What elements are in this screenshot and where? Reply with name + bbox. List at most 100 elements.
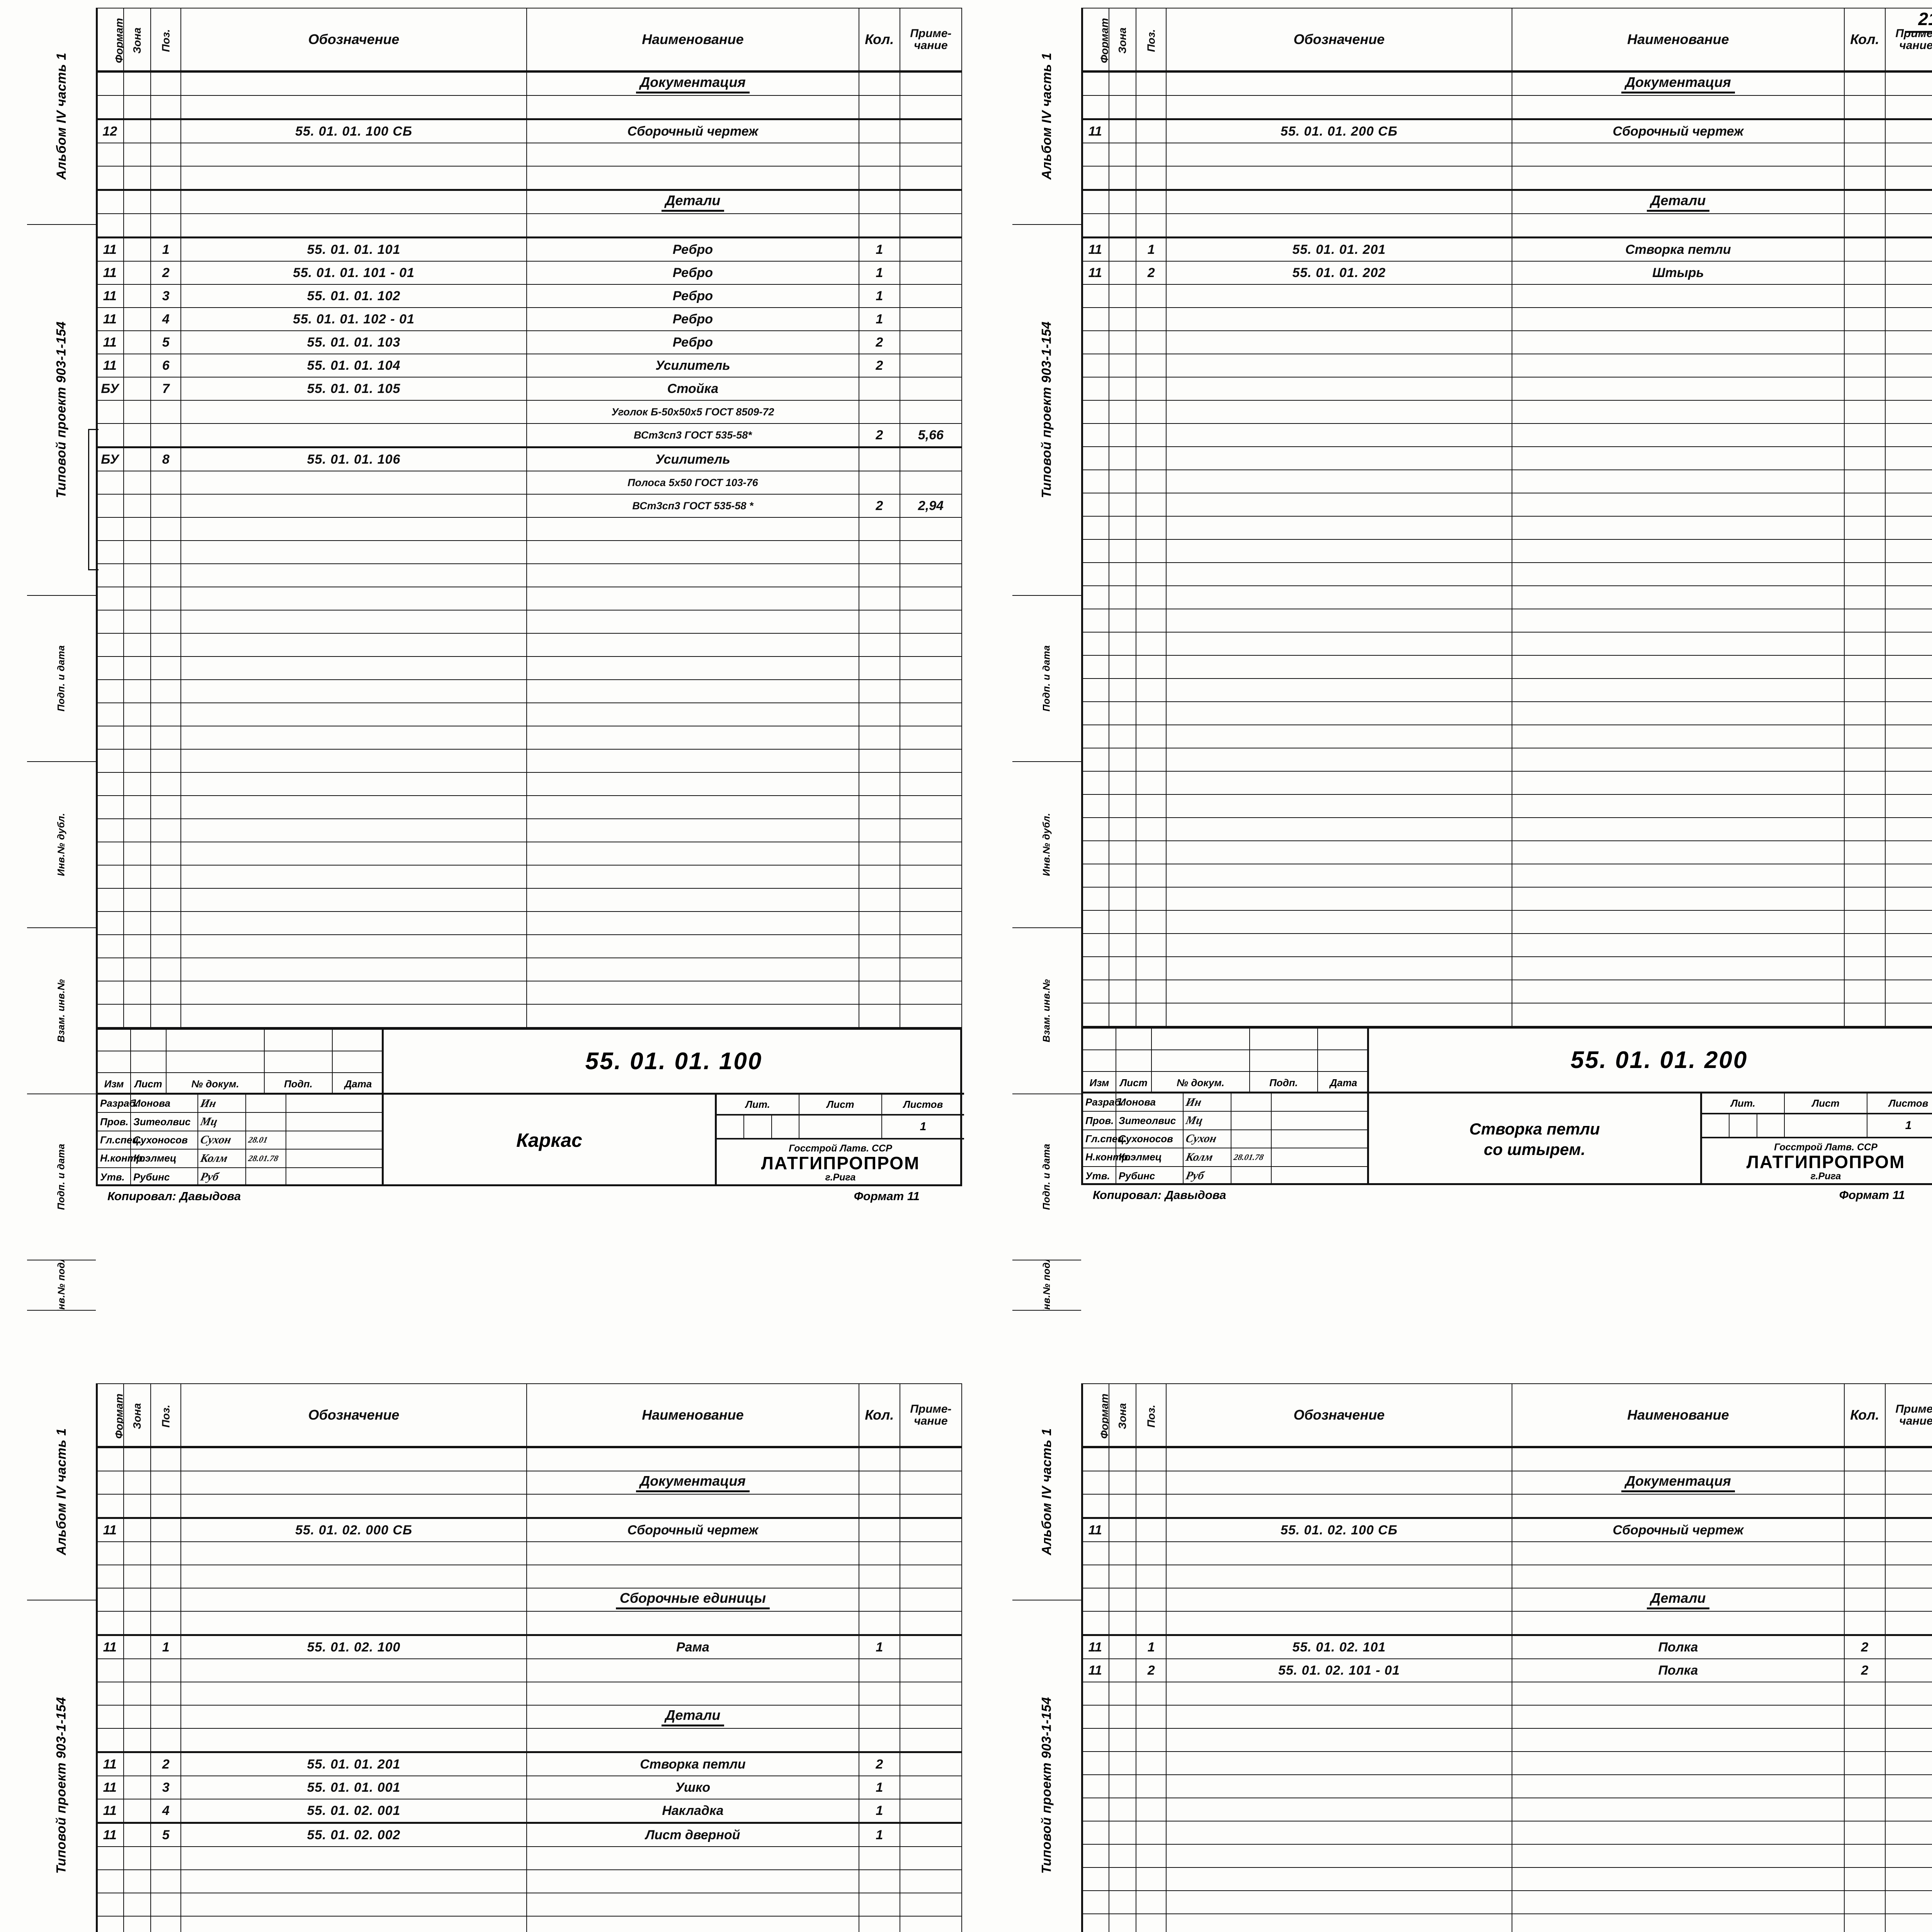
format-note: Формат 11 [1839,1188,1905,1202]
cell-blank [1884,933,1932,957]
cell-kol [858,1705,900,1729]
cell-blank [180,587,527,611]
margin-label-inv-podl: Инв.№ подл. [27,1260,96,1311]
organisation-name: ЛАТГИПРОПРОМ [761,1153,920,1173]
signature-name: Ионова [131,1095,198,1112]
cell-poz [150,471,182,495]
cell-blank [1108,655,1137,679]
spec-row-blank [1081,284,1932,308]
cell-blank [1166,1751,1513,1775]
cell-poz: 6 [150,354,182,378]
spec-row-blank [96,795,963,819]
cell-blank [1884,609,1932,633]
margin-label-vzam-inv-text: Взам. инв.№ [56,979,67,1042]
revision-cell [167,1030,265,1051]
signature-name: Сухоносов [1116,1130,1184,1148]
revision-cell [333,1030,384,1051]
cell-oboznachenie: 55. 01. 02. 101 - 01 [1166,1658,1513,1682]
margin-label-podp-data-2-text: Подп. и дата [56,1143,67,1210]
cell-primechanie [899,354,963,378]
cell-zona [1108,1658,1137,1682]
cell-blank [1136,400,1167,424]
cell-blank [899,842,963,866]
cell-format [96,494,124,518]
cell-blank [1884,585,1932,609]
cell-kol [858,1658,900,1682]
margin-label-podp-data-1: Подп. и дата [27,595,96,762]
cell-blank [1108,1844,1137,1868]
cell-blank [1884,400,1932,424]
spec-row-blank [96,957,963,981]
cell-oboznachenie [180,1541,527,1565]
revision-cell [131,1051,167,1072]
cell-blank [1884,980,1932,1003]
cell-kol: 1 [858,1799,900,1823]
cell-naimenovanie [526,143,859,167]
column-header-poz-text: Поз. [1145,1405,1157,1428]
cell-blank [1844,980,1886,1003]
cell-blank [1166,887,1513,911]
signature-scribble: Колм [1184,1150,1214,1163]
cell-blank [899,1916,963,1932]
cell-blank [899,957,963,981]
cell-naimenovanie [526,1447,859,1471]
cell-format [1081,1494,1109,1519]
cell-primechanie [899,446,963,471]
cell-kol: 2 [1844,1634,1886,1659]
cell-format: 11 [96,261,124,285]
cell-naimenovanie: Уголок Б-50х50х5 ГОСТ 8509-72 [526,400,859,424]
cell-kol [858,189,900,214]
column-header-poz-text: Поз. [160,29,172,52]
spec-row: 11 1 55. 01. 02. 101 Полка 2 [1081,1634,1932,1659]
cell-blank [1512,307,1845,331]
cell-blank [526,726,859,750]
cell-blank [1512,400,1845,424]
column-header-primechanie: Приме-чание [1884,1383,1932,1448]
cell-kol [858,1471,900,1495]
cell-oboznachenie [1166,1588,1513,1612]
cell-blank [858,517,900,541]
cell-oboznachenie [1166,1611,1513,1636]
cell-blank [1512,724,1845,748]
material-bracket [88,429,99,570]
signature-mark: Руб [1184,1167,1231,1185]
cell-primechanie [1884,1565,1932,1588]
cell-blank [96,1869,124,1893]
cell-blank [526,1004,859,1028]
cell-blank [1108,864,1137,888]
section-heading: Документация [1621,1473,1735,1492]
cell-blank [899,1846,963,1870]
cell-kol [858,471,900,495]
cell-naimenovanie: Документация [1512,1471,1845,1495]
cell-blank [899,981,963,1005]
cell-blank [1081,609,1109,633]
cell-primechanie [1884,1541,1932,1565]
cell-kol [1844,166,1886,190]
signature-filler [1272,1167,1369,1185]
cell-naimenovanie [526,1611,859,1636]
cell-blank [1136,493,1167,517]
cell-blank [526,656,859,680]
cell-oboznachenie [180,1588,527,1612]
cell-naimenovanie [526,166,859,190]
signature-role: Гл.спец. [1083,1130,1127,1148]
cell-blank [1108,1821,1137,1845]
cell-blank [1166,1705,1513,1729]
cell-blank [1081,933,1109,957]
cell-zona [1108,1565,1137,1588]
spec-row-blank [96,517,963,541]
cell-blank [1108,771,1137,795]
signature-scribble: Сухон [1184,1132,1218,1145]
cell-kol [1844,1471,1886,1495]
cell-blank [1844,1751,1886,1775]
cell-naimenovanie [526,1494,859,1519]
cell-naimenovanie: Полоса 5х50 ГОСТ 103-76 [526,471,859,495]
cell-poz: 8 [150,446,182,471]
cell-blank [180,865,527,889]
cell-blank [1136,354,1167,378]
cell-blank [1884,516,1932,540]
margin-label-inv-podl-text: Инв.№ подл. [56,1260,67,1311]
cell-blank [1512,446,1845,470]
cell-format [96,1588,124,1612]
cell-oboznachenie: 55. 01. 01. 103 [180,330,527,354]
